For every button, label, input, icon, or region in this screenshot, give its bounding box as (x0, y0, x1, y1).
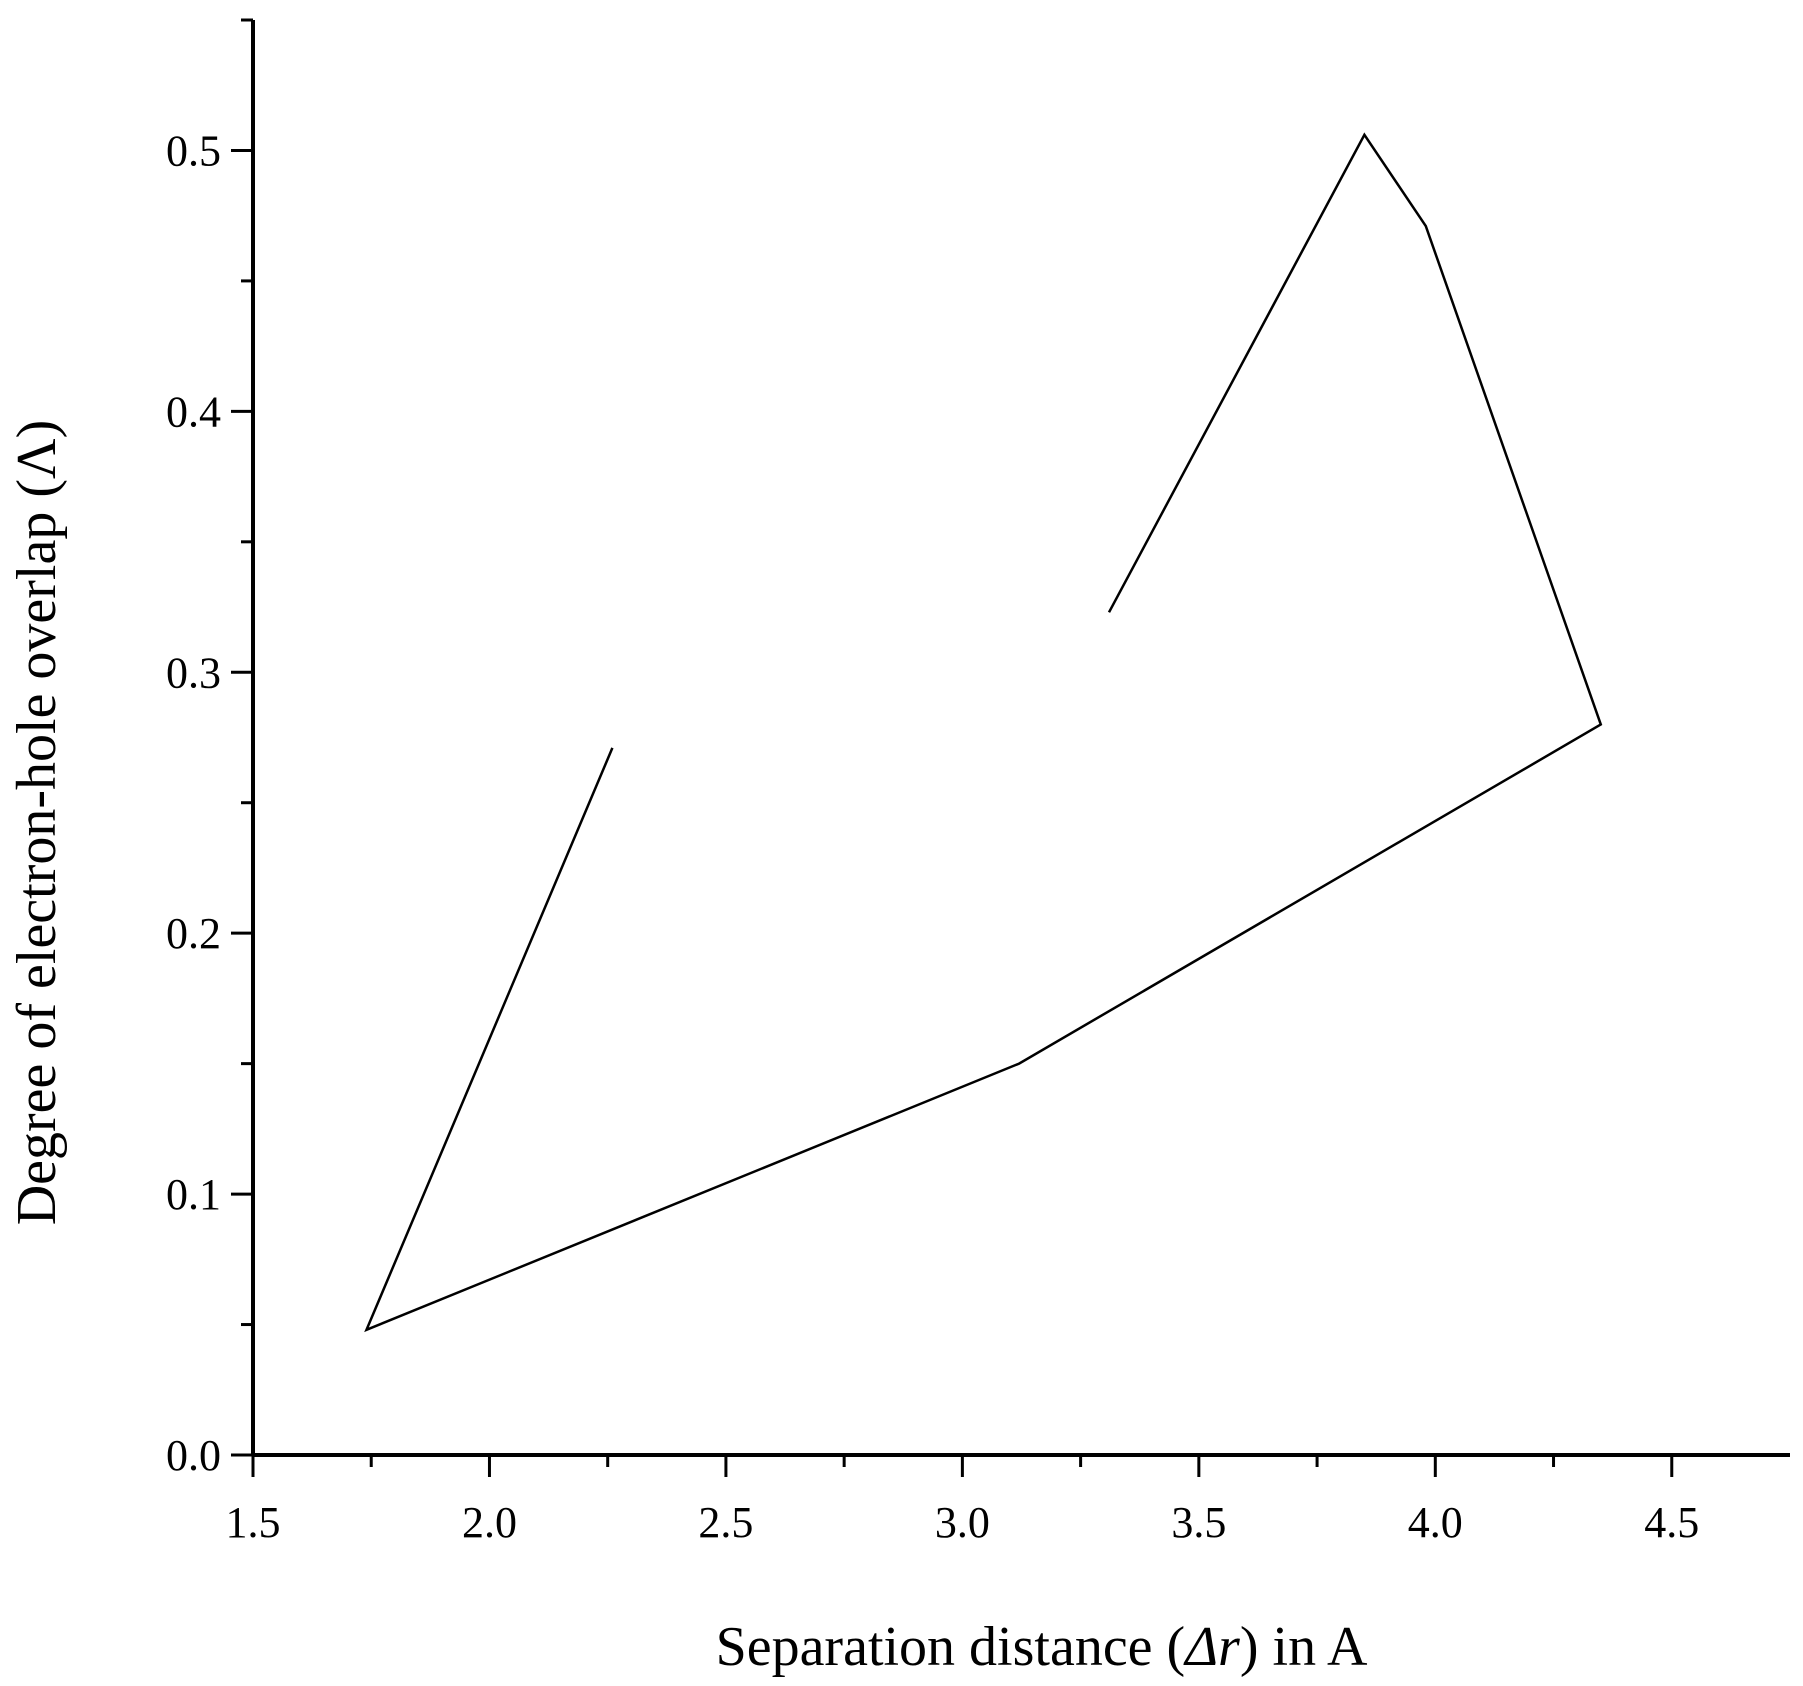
x-tick-label: 3.5 (1171, 1498, 1226, 1547)
y-axis-title: Degree of electron-hole overlap (Λ) (6, 420, 68, 1226)
series-line (364, 132, 1603, 1333)
series-group (364, 132, 1603, 1333)
x-tick-label: 3.0 (935, 1498, 990, 1547)
x-axis-title: Separation distance (Δr) in A (716, 1616, 1368, 1678)
x-tick-label: 4.5 (1644, 1498, 1699, 1547)
x-tick-label: 2.5 (698, 1498, 753, 1547)
x-tick-label: 4.0 (1408, 1498, 1463, 1547)
y-tick-label: 0.0 (166, 1431, 221, 1480)
x-tick-label: 1.5 (226, 1498, 281, 1547)
y-tick-label: 0.4 (166, 387, 221, 436)
x-axis-title-suffix: ) in A (1240, 1616, 1368, 1678)
y-tick-label: 0.5 (166, 126, 221, 175)
x-axis-title-symbol: Δr (1183, 1616, 1240, 1678)
y-tick-label: 0.3 (166, 648, 221, 697)
y-ticks: 0.0 0.1 0.2 0.3 0.4 0.5 (166, 18, 253, 1480)
axes (251, 20, 1790, 1457)
y-tick-label: 0.1 (166, 1170, 221, 1219)
x-axis-title-prefix: Separation distance ( (716, 1616, 1186, 1678)
x-tick-label: 2.0 (462, 1498, 517, 1547)
y-tick-label: 0.2 (166, 909, 221, 958)
x-ticks: 1.5 2.0 2.5 3.0 3.5 4.0 4.5 (226, 1455, 1699, 1547)
